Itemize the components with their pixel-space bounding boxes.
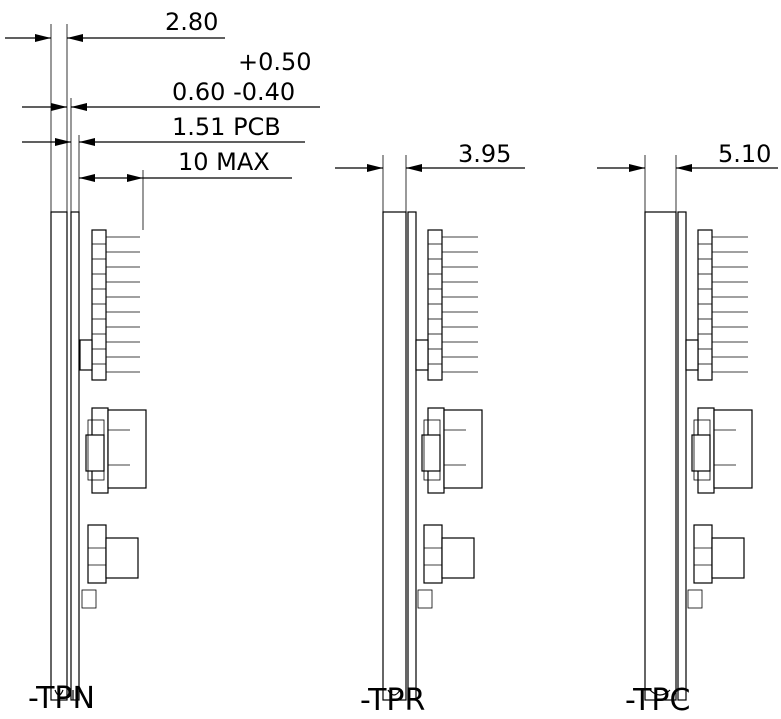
usb-connector (85, 407, 147, 494)
dimension-text: 10 MAX (178, 148, 270, 176)
pcb-side (407, 211, 417, 701)
pin-header (415, 229, 478, 381)
variant-tpn: 2.80 +0.50 0.60 -0.40 1.51 PCB (5, 8, 320, 716)
dimension-3-95: 3.95 (335, 140, 525, 212)
pin-header (685, 229, 748, 381)
dimension-5-10: 5.10 (597, 140, 778, 212)
dimension-text: 2.80 (165, 8, 218, 36)
variant-label: -TPR (360, 683, 425, 718)
case-side (50, 211, 68, 701)
dimension-text: 3.95 (458, 140, 511, 168)
variant-tpc: 5.10 (597, 140, 778, 718)
variant-tpr: 3.95 (335, 140, 525, 718)
dimension-text: 0.60 -0.40 (172, 78, 295, 106)
dimension-0-60: +0.50 0.60 -0.40 (22, 48, 320, 212)
dimension-10-max: 10 MAX (79, 148, 292, 230)
small-connector (417, 524, 475, 609)
tolerance-plus-text: +0.50 (238, 48, 312, 76)
usb-connector (421, 407, 483, 494)
case-side (382, 211, 407, 701)
small-connector (81, 524, 139, 609)
pcb-side (70, 211, 80, 701)
pcb-side (677, 211, 687, 701)
dimension-text: 1.51 PCB (172, 113, 281, 141)
variant-label: -TPN (28, 681, 95, 716)
case-side (644, 211, 677, 701)
pin-header (79, 229, 140, 381)
dimension-1-51-pcb: 1.51 PCB (22, 113, 305, 212)
variant-label: -TPC (625, 683, 690, 718)
dimension-2-80: 2.80 (5, 8, 225, 212)
dimension-text: 5.10 (718, 140, 771, 168)
small-connector (687, 524, 745, 609)
usb-connector (691, 407, 753, 494)
